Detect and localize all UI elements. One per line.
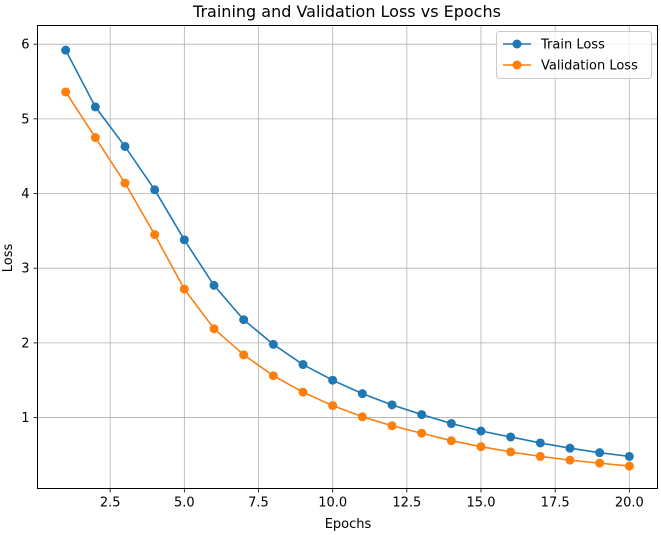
data-point-train (239, 315, 249, 325)
x-tick-label: 20.0 (615, 496, 644, 511)
data-point-validation (268, 371, 278, 381)
legend-label-validation: Validation Loss (541, 59, 638, 74)
chart-title: Training and Validation Loss vs Epochs (192, 2, 501, 21)
data-point-validation (90, 133, 100, 143)
x-tick-label: 15.0 (467, 496, 496, 511)
legend-box (496, 31, 652, 79)
legend-marker-validation (512, 60, 522, 70)
data-point-train (90, 102, 100, 112)
x-tick-label: 2.5 (100, 496, 121, 511)
legend-label-train: Train Loss (540, 38, 605, 53)
data-point-validation (417, 428, 427, 438)
data-point-validation (535, 451, 545, 461)
x-tick-label: 17.5 (541, 496, 570, 511)
series-line-train (64, 49, 630, 458)
data-point-train (120, 141, 130, 151)
y-tick-label: 3 (21, 262, 29, 277)
x-tick-label: 12.5 (392, 496, 421, 511)
legend: Train Loss Validation Loss (496, 31, 652, 79)
data-point-train (476, 426, 486, 436)
x-axis-label: Epochs (325, 517, 372, 532)
data-point-train (565, 443, 575, 453)
y-tick-label: 4 (21, 187, 29, 202)
data-point-train (446, 419, 456, 429)
data-point-validation (298, 387, 308, 397)
data-point-validation (328, 401, 338, 411)
series-train (61, 45, 634, 461)
y-tick-label: 6 (21, 38, 29, 53)
data-point-train (535, 438, 545, 448)
plot-area-frame (37, 25, 658, 489)
data-point-train (209, 280, 219, 290)
data-point-validation (565, 455, 575, 465)
data-point-train (179, 235, 189, 245)
data-point-train (61, 45, 71, 55)
grid-lines (37, 25, 658, 489)
data-point-train (268, 339, 278, 349)
data-point-validation (387, 421, 397, 431)
x-tick-label: 10.0 (318, 496, 347, 511)
x-tick-label: 5.0 (174, 496, 195, 511)
y-tick-label: 2 (21, 336, 29, 351)
data-point-train (595, 448, 605, 458)
series-layer (61, 45, 634, 471)
data-point-validation (476, 442, 486, 452)
data-point-train (506, 432, 516, 442)
data-point-validation (150, 230, 160, 240)
data-point-train (150, 185, 160, 195)
data-point-validation (624, 461, 634, 471)
data-point-train (328, 375, 338, 385)
data-point-validation (595, 458, 605, 468)
y-axis-label: Loss (1, 244, 16, 273)
data-point-validation (120, 178, 130, 188)
data-point-validation (446, 436, 456, 446)
series-line-validation (65, 91, 630, 467)
data-point-validation (61, 87, 71, 97)
data-point-train (417, 410, 427, 420)
x-tick-label: 7.5 (248, 496, 269, 511)
series-validation (61, 87, 634, 471)
axis-ticks: 2.5 5.0 7.5 10.0 12.5 15.0 17.5 20.0 1 2 3 4 5 6 (21, 38, 644, 511)
data-point-validation (506, 447, 516, 457)
data-point-validation (357, 412, 367, 422)
data-point-validation (179, 284, 189, 294)
data-point-train (357, 389, 367, 399)
data-point-train (624, 451, 634, 461)
data-point-train (298, 360, 308, 370)
data-point-train (387, 400, 397, 410)
y-tick-label: 1 (21, 411, 29, 426)
data-point-validation (239, 350, 249, 360)
legend-marker-train (512, 39, 522, 49)
y-tick-label: 5 (21, 112, 29, 127)
data-point-validation (209, 324, 219, 334)
